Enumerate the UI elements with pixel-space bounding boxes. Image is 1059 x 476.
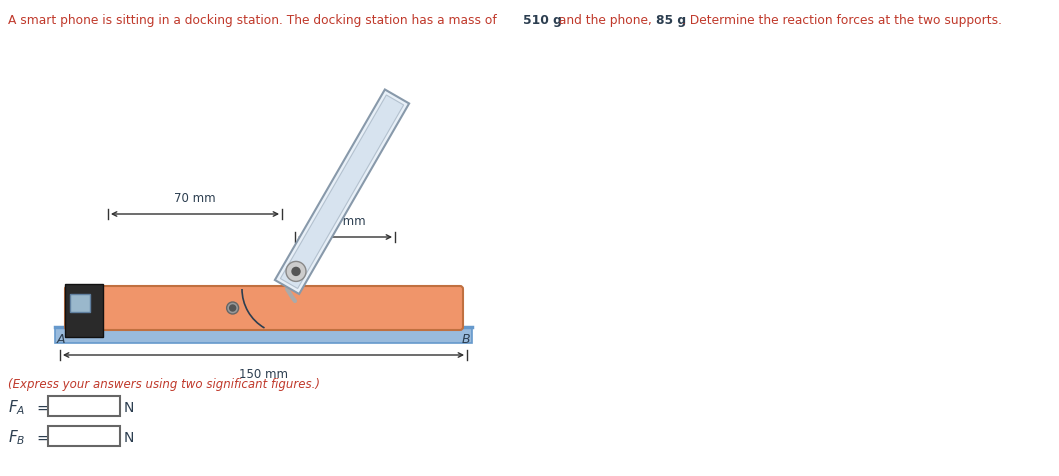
Text: and the phone,: and the phone, [555, 14, 656, 27]
Bar [48, 396, 120, 416]
Bar [48, 426, 120, 446]
Circle shape [286, 262, 306, 282]
Text: B: B [462, 332, 470, 345]
Text: 510 g: 510 g [523, 14, 561, 27]
FancyBboxPatch shape [65, 287, 463, 330]
Circle shape [230, 306, 236, 311]
Text: =: = [36, 430, 49, 445]
Text: N: N [124, 430, 134, 444]
Text: $F_A$: $F_A$ [8, 398, 25, 416]
Bar [55, 327, 472, 343]
Text: $F_B$: $F_B$ [8, 428, 25, 446]
Text: 65 mm: 65 mm [324, 215, 365, 228]
Text: . Determine the reaction forces at the two supports.: . Determine the reaction forces at the t… [682, 14, 1002, 27]
Polygon shape [281, 96, 403, 289]
Text: (Express your answers using two significant figures.): (Express your answers using two signific… [8, 377, 320, 390]
Text: N: N [124, 400, 134, 414]
Text: 70 mm: 70 mm [174, 192, 216, 205]
Polygon shape [275, 90, 409, 294]
Text: =: = [36, 400, 49, 415]
Text: 85 g: 85 g [657, 14, 686, 27]
Text: 60°: 60° [227, 307, 248, 320]
Text: 150 mm: 150 mm [239, 367, 288, 380]
Text: A smart phone is sitting in a docking station. The docking station has a mass of: A smart phone is sitting in a docking st… [8, 14, 501, 27]
Bar [65, 284, 103, 337]
Text: A: A [57, 332, 66, 345]
Circle shape [227, 302, 238, 314]
Bar [70, 294, 90, 312]
Circle shape [292, 268, 300, 276]
